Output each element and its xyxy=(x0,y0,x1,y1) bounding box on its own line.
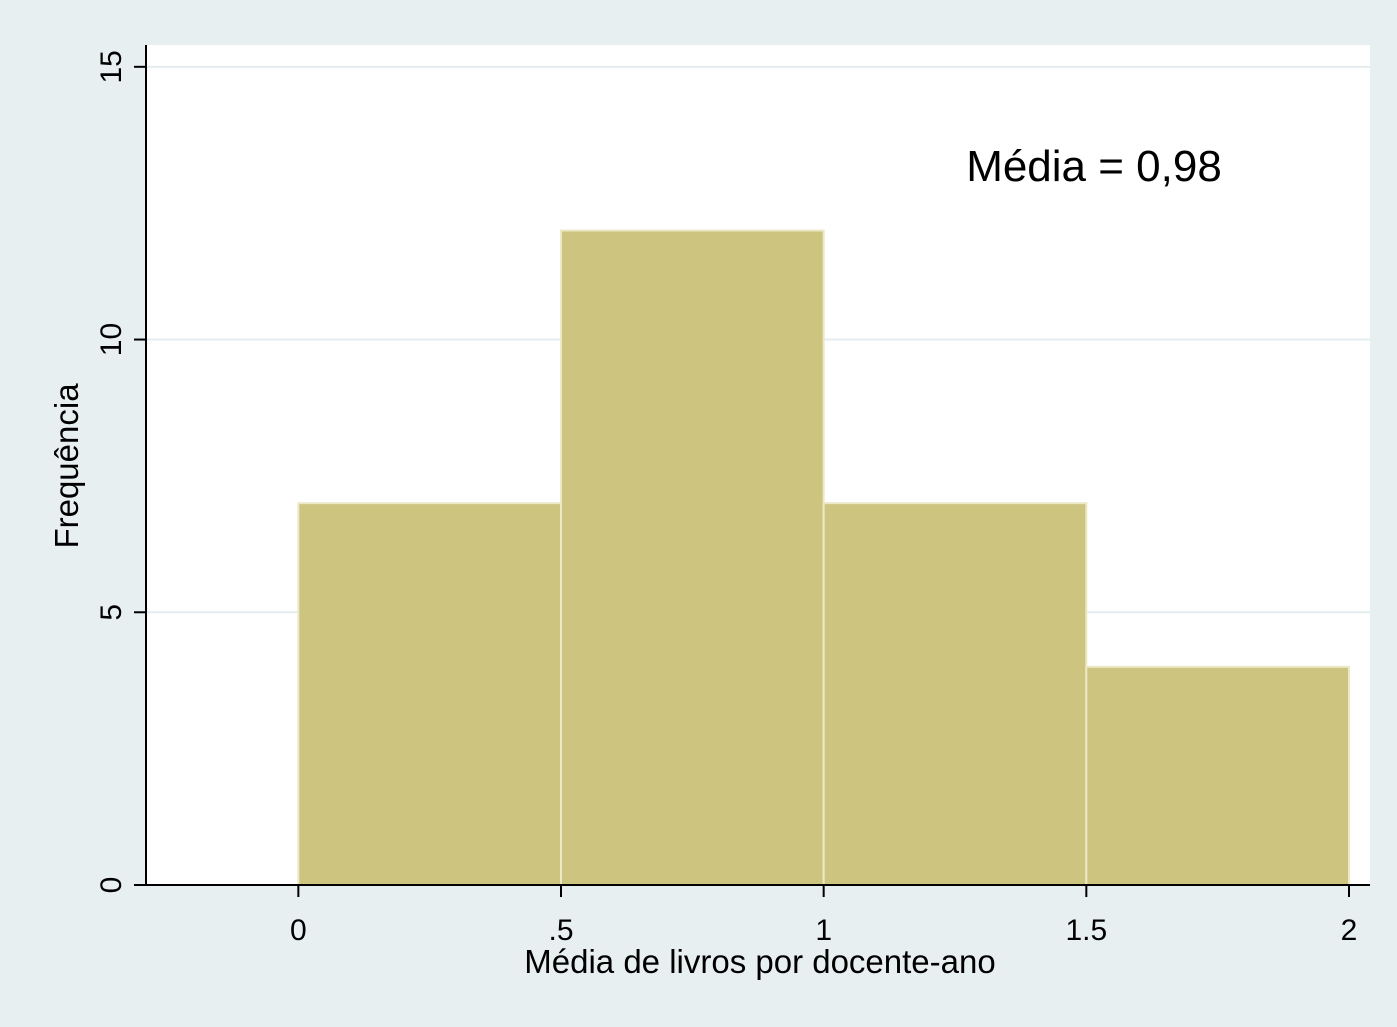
x-tick-label: 1 xyxy=(815,914,832,947)
y-tick-label: 0 xyxy=(95,877,128,894)
histogram-bars xyxy=(297,229,1350,887)
x-tick-label: 2 xyxy=(1341,914,1358,947)
axes: 0 5 10 15 0 .5 1 1.5 2 xyxy=(95,45,1370,947)
histogram-bar xyxy=(822,502,1088,886)
histogram-bar xyxy=(560,229,825,887)
x-tick-label: 1.5 xyxy=(1065,914,1107,947)
histogram-bar xyxy=(1085,665,1350,886)
x-axis-title: Média de livros por docente-ano xyxy=(524,943,995,980)
y-tick-label: 15 xyxy=(95,50,128,83)
x-tick-label: .5 xyxy=(548,914,573,947)
y-tick-label: 10 xyxy=(95,323,128,356)
y-axis-title: Frequência xyxy=(48,383,85,549)
y-tick-label: 5 xyxy=(95,604,128,621)
histogram-bar xyxy=(297,502,563,886)
x-tick-label: 0 xyxy=(290,914,307,947)
mean-annotation: Média = 0,98 xyxy=(966,142,1222,191)
